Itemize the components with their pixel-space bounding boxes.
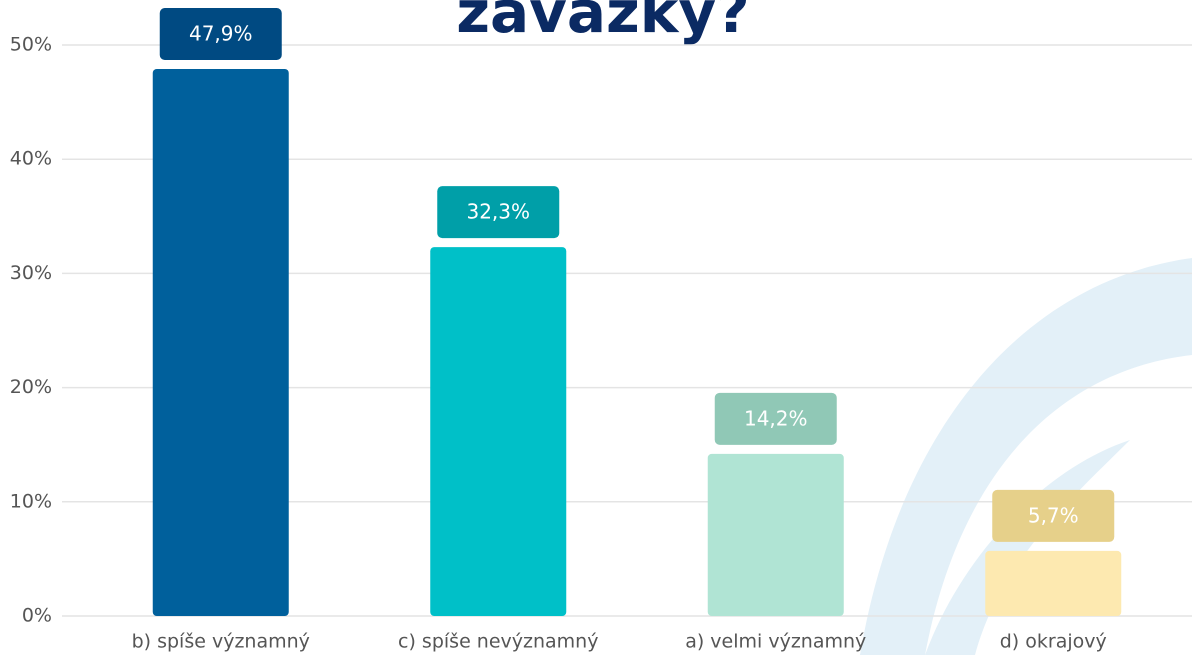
bar: [985, 550, 1122, 616]
bar: [430, 247, 567, 616]
background-decoration: [860, 258, 1192, 655]
y-tick-label: 40%: [10, 148, 52, 170]
chart-title: závazky?: [456, 0, 750, 46]
y-tick-label: 50%: [10, 34, 52, 56]
value-label: 5,7%: [1028, 503, 1079, 527]
value-label-box: [159, 7, 282, 60]
value-label: 14,2%: [744, 406, 808, 430]
y-tick-label: 20%: [10, 376, 52, 398]
value-label-box: [437, 186, 560, 239]
bar: [707, 453, 844, 616]
value-label-box: [992, 489, 1115, 542]
x-tick-label: a) velmi významný: [685, 631, 866, 653]
y-tick-label: 0%: [22, 605, 52, 627]
x-tick-label: b) spíše významný: [132, 631, 310, 653]
value-label: 32,3%: [466, 200, 530, 224]
y-tick-label: 10%: [10, 490, 52, 512]
value-label-box: [714, 392, 837, 445]
value-label: 47,9%: [189, 21, 253, 45]
x-tick-label: d) okrajový: [1000, 631, 1107, 653]
x-tick-label: c) spíše nevýznamný: [398, 631, 598, 653]
y-tick-label: 30%: [10, 262, 52, 284]
bar: [152, 68, 289, 617]
